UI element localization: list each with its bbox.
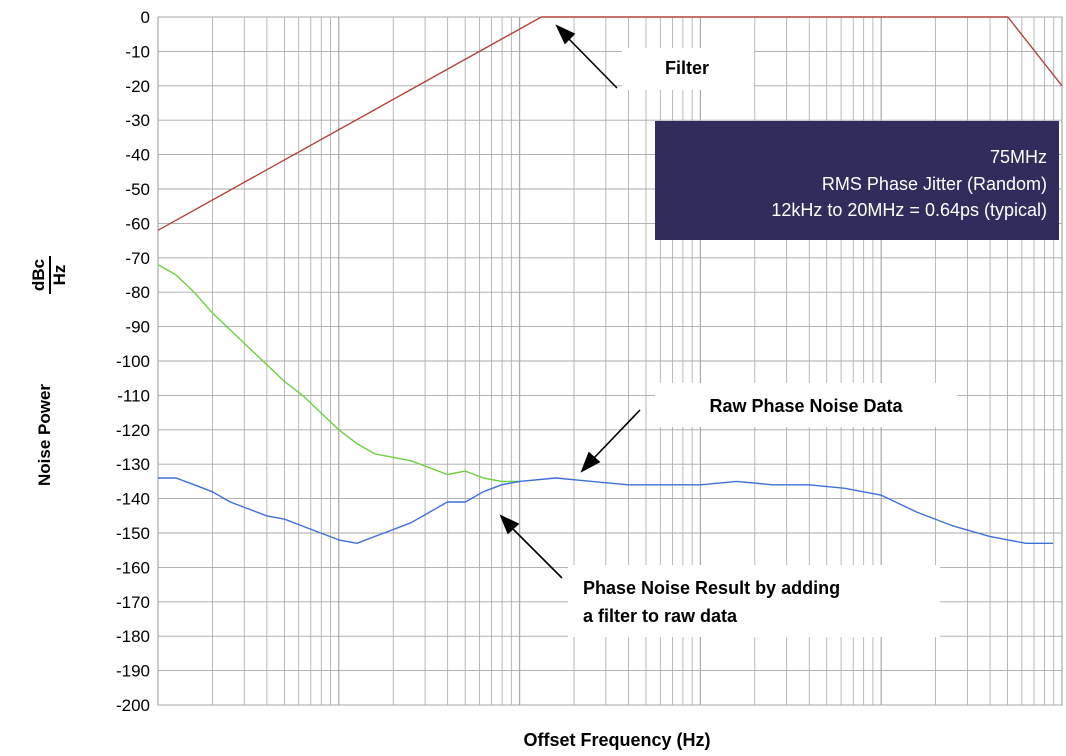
y-tick-label: -10 bbox=[125, 42, 150, 61]
result-label-bg bbox=[568, 565, 940, 637]
info-box bbox=[655, 121, 1059, 240]
raw-arrow-line bbox=[593, 409, 641, 459]
info-line-3: 12kHz to 20MHz = 0.64ps (typical) bbox=[771, 200, 1047, 220]
series-line-1 bbox=[157, 16, 1063, 231]
info-line-1: 75MHz bbox=[990, 147, 1047, 167]
filter-label-bg bbox=[622, 48, 754, 90]
y-tick-labels: 0 -10 -20 -30 -40 -50 -60 -70 -80 -90 -100 -110 -120… bbox=[116, 8, 150, 715]
series-line-2 bbox=[157, 264, 520, 483]
plot-grid bbox=[157, 16, 1063, 706]
filter-arrow-head bbox=[555, 24, 576, 45]
y-tick-label: -160 bbox=[116, 558, 150, 577]
raw-arrow-head bbox=[580, 451, 601, 473]
result-annotation-line-1: Phase Noise Result by adding bbox=[583, 578, 840, 598]
result-annotation-line-2: a filter to raw data bbox=[583, 606, 738, 626]
result-arrow-line bbox=[511, 527, 563, 579]
y-tick-label: -80 bbox=[125, 283, 150, 302]
y-tick-label: -200 bbox=[116, 696, 150, 715]
y-tick-label: 0 bbox=[141, 8, 150, 27]
y-tick-label: -180 bbox=[116, 627, 150, 646]
y-tick-label: -20 bbox=[125, 77, 150, 96]
result-arrow-head bbox=[499, 514, 520, 535]
y-tick-label: -110 bbox=[117, 386, 150, 405]
info-line-2: RMS Phase Jitter (Random) bbox=[822, 174, 1047, 194]
y-tick-label: -70 bbox=[125, 249, 150, 268]
y-axis-label: Noise Power bbox=[35, 384, 54, 486]
y-tick-label: -140 bbox=[116, 490, 150, 509]
y-tick-label: -60 bbox=[125, 214, 150, 233]
series-group bbox=[157, 16, 1063, 544]
raw-label-bg bbox=[655, 383, 957, 427]
filter-arrow-line bbox=[567, 37, 618, 89]
y-tick-label: -40 bbox=[125, 146, 150, 165]
series-line-3 bbox=[158, 477, 1053, 544]
y-axis-unit-denominator: Hz bbox=[50, 265, 69, 286]
x-axis-label: Offset Frequency (Hz) bbox=[523, 730, 710, 750]
y-tick-label: -30 bbox=[125, 111, 150, 130]
y-tick-label: -170 bbox=[116, 593, 150, 612]
y-tick-label: -100 bbox=[116, 352, 150, 371]
y-tick-label: -50 bbox=[125, 180, 150, 199]
y-axis-label-group: Noise Power dBc Hz bbox=[29, 256, 69, 486]
y-tick-label: -90 bbox=[125, 318, 150, 337]
y-tick-label: -150 bbox=[116, 524, 150, 543]
raw-annotation: Raw Phase Noise Data bbox=[709, 396, 903, 416]
y-tick-label: -190 bbox=[116, 662, 150, 681]
y-tick-label: -130 bbox=[116, 455, 150, 474]
filter-annotation: Filter bbox=[665, 58, 709, 78]
y-tick-label: -120 bbox=[116, 421, 150, 440]
y-axis-unit-numerator: dBc bbox=[29, 259, 48, 291]
